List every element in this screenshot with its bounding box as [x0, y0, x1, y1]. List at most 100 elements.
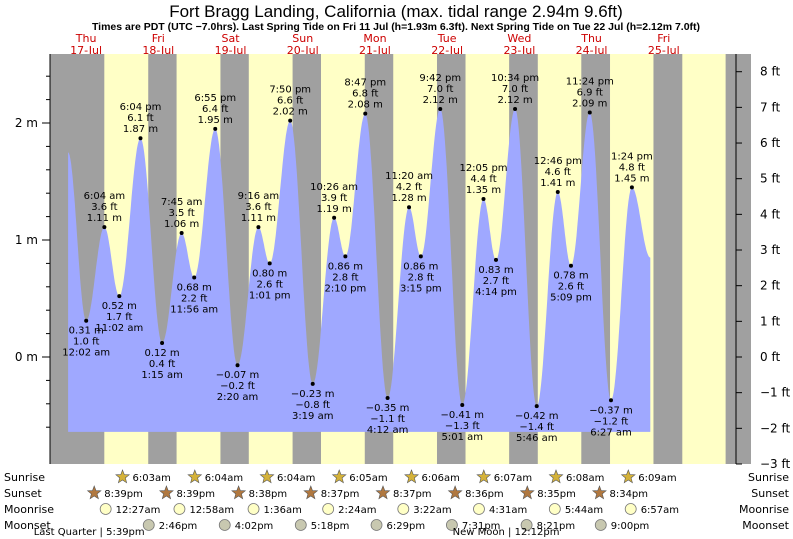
day-weekday-label: Sat	[222, 32, 241, 45]
sunrise-time: 6:05am	[349, 473, 387, 484]
tide-feet-label: −0.8 ft	[295, 400, 330, 411]
tide-time-label: 9:16 am	[238, 191, 280, 202]
astro-row-label-right: Sunset	[751, 487, 789, 500]
astro-rows: Sunrise Sunrise Sunset Sunset Moonrise Moonri…	[4, 469, 790, 538]
tide-time-label: 5:46 am	[516, 433, 558, 444]
day-weekday-label: Sun	[292, 32, 313, 45]
astro-row-label-right: Sunrise	[748, 471, 789, 484]
day-weekday-label: Thu	[580, 32, 602, 45]
tide-metre-label: 1.35 m	[466, 185, 501, 196]
sunrise-time: 6:09am	[638, 473, 676, 484]
tide-time-label: 10:26 am	[310, 182, 358, 193]
right-axis-label: −1 ft	[760, 386, 791, 400]
day-date-label: 25-Jul	[648, 44, 680, 57]
tide-extremum-dot	[513, 106, 518, 111]
tide-extremum-dot	[418, 254, 423, 259]
moonrise-time: 6:57am	[641, 505, 679, 516]
moonrise-icon	[624, 503, 637, 515]
sunrise-icon	[620, 469, 636, 484]
right-axis-label: 6 ft	[760, 136, 780, 150]
tide-water-area	[68, 109, 651, 432]
tide-extremum-dot	[332, 215, 337, 220]
tide-extremum-dot	[608, 398, 613, 403]
tide-feet-label: 2.6 ft	[257, 279, 283, 290]
right-axis-label: 0 ft	[760, 350, 780, 364]
moonrise-icon	[473, 503, 485, 515]
sunset-time: 8:37pm	[393, 489, 432, 500]
tide-time-label: 2:20 am	[217, 392, 259, 403]
day-date-label: 18-Jul	[142, 44, 174, 57]
tide-metre-label: −0.23 m	[291, 389, 335, 400]
axes: 0 m 1 m 2 m −3 ft −2 ft −1 ft 0 ft 1 ft 2 ft 3 ft…	[15, 54, 791, 471]
tide-metre-label: −0.07 m	[216, 370, 260, 381]
right-axis-label: 3 ft	[760, 243, 780, 257]
tide-extremum-dot	[192, 275, 197, 280]
tide-metre-label: 0.86 m	[403, 261, 438, 272]
sunset-icon	[375, 485, 391, 500]
sunrise-time: 6:07am	[494, 473, 532, 484]
tide-metre-label: 0.31 m	[69, 326, 104, 337]
tide-extremum-dot	[568, 263, 573, 268]
tide-time-label: 6:27 am	[590, 427, 632, 438]
tide-feet-label: 6.4 ft	[202, 104, 228, 115]
tide-feet-label: −1.3 ft	[445, 421, 480, 432]
tide-feet-label: 4.6 ft	[545, 167, 571, 178]
tide-time-label: 1:01 pm	[249, 290, 291, 301]
moon-phase-label: Last Quarter | 5:39pm	[34, 527, 145, 538]
day-date-label: 20-Jul	[287, 44, 319, 57]
tide-feet-label: 3.6 ft	[245, 202, 271, 213]
moonset-time: 5:18pm	[311, 521, 350, 532]
tide-extremum-dot	[179, 230, 184, 235]
sunrise-time: 6:03am	[133, 473, 171, 484]
sunrise-icon	[548, 469, 564, 484]
day-date-label: 21-Jul	[359, 44, 391, 57]
right-axis-label: 2 ft	[760, 279, 780, 293]
tide-extremum-dot	[160, 340, 165, 345]
right-axis-band	[736, 54, 751, 464]
sunset-time: 8:34pm	[609, 489, 648, 500]
tide-feet-label: 2.8 ft	[408, 272, 434, 283]
tide-feet-label: 1.0 ft	[73, 337, 99, 348]
day-date-label: 19-Jul	[215, 44, 247, 57]
tide-time-label: 1:24 pm	[611, 151, 653, 162]
tide-metre-label: 1.28 m	[391, 193, 426, 204]
right-axis-label: 8 ft	[760, 65, 780, 79]
tide-time-label: 5:09 pm	[550, 293, 592, 304]
moonset-icon	[520, 519, 533, 531]
sunset-icon	[591, 485, 607, 500]
tide-extremum-dot	[213, 126, 218, 131]
tide-extremum-dot	[363, 111, 368, 116]
sunset-icon	[231, 485, 247, 500]
tide-time-label: 11:56 am	[170, 304, 218, 315]
tide-extremum-dot	[343, 254, 348, 259]
tide-feet-label: −1.4 ft	[519, 422, 554, 433]
moonset-icon	[370, 519, 383, 531]
tide-metre-label: 2.12 m	[423, 95, 458, 106]
moonset-icon	[594, 519, 607, 531]
tide-metre-label: 0.83 m	[478, 265, 513, 276]
left-axis-label: 0 m	[15, 350, 38, 364]
moonset-icon	[218, 519, 231, 531]
moonrise-icon	[548, 503, 561, 515]
astro-row-label-left: Sunset	[4, 487, 42, 500]
tide-extremum-dot	[407, 205, 412, 210]
moonrise-time: 12:27am	[116, 505, 161, 516]
tide-feet-label: 2.7 ft	[483, 276, 509, 287]
tide-feet-label: 6.6 ft	[277, 96, 303, 107]
moonset-time: 4:02pm	[235, 521, 274, 532]
sunset-time: 8:39pm	[104, 489, 143, 500]
tide-metre-label: 1.87 m	[123, 124, 158, 135]
tide-extremum-dot	[438, 106, 443, 111]
tide-metre-label: 1.41 m	[540, 178, 575, 189]
day-date-label: 23-Jul	[503, 44, 535, 57]
sunset-time: 8:35pm	[537, 489, 576, 500]
sunrise-time: 6:04am	[205, 473, 243, 484]
tide-metre-label: 0.68 m	[177, 282, 212, 293]
tide-feet-label: 2.8 ft	[332, 272, 358, 283]
sunrise-time: 6:06am	[422, 473, 460, 484]
tide-feet-label: 3.6 ft	[91, 202, 117, 213]
tide-time-label: 6:55 pm	[194, 93, 236, 104]
sunrise-icon	[187, 469, 203, 484]
